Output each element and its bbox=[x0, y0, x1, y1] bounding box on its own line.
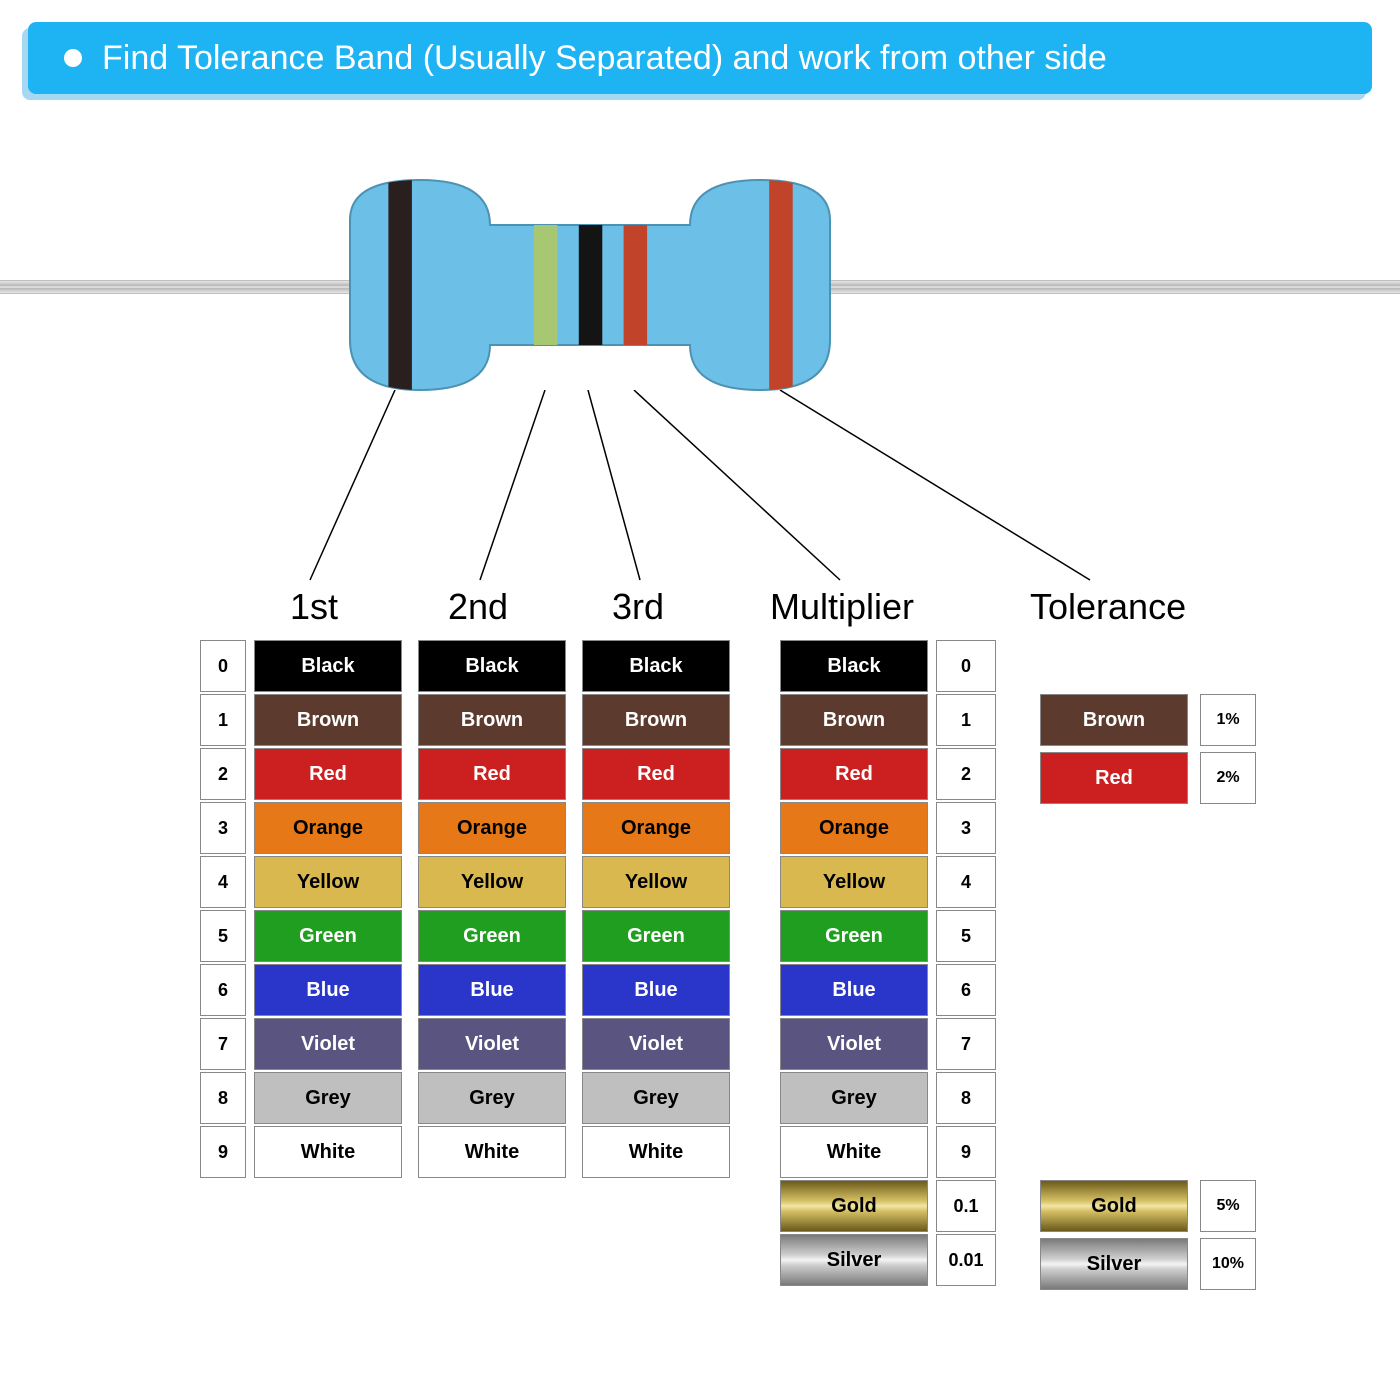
color-cell: Black bbox=[582, 640, 730, 692]
col-header-tolerance: Tolerance bbox=[1030, 586, 1186, 628]
tolerance-color-cell: Brown bbox=[1040, 694, 1188, 746]
mult-value-cell: 8 bbox=[936, 1072, 996, 1124]
col-header-3rd: 3rd bbox=[612, 586, 664, 628]
color-cell: Violet bbox=[254, 1018, 402, 1070]
digit-number-column: 0123456789 bbox=[200, 640, 246, 1180]
mult-value-cell: 3 bbox=[936, 802, 996, 854]
color-cell: Brown bbox=[582, 694, 730, 746]
color-cell: Green bbox=[254, 910, 402, 962]
color-cell: Yellow bbox=[418, 856, 566, 908]
tolerance-bottom-colors: Gold Silver bbox=[1040, 1180, 1188, 1296]
color-cell: Red bbox=[418, 748, 566, 800]
mult-value-cell: 5 bbox=[936, 910, 996, 962]
color-cell: Blue bbox=[582, 964, 730, 1016]
tolerance-value-cell: 5% bbox=[1200, 1180, 1256, 1232]
tolerance-color-cell: Red bbox=[1040, 752, 1188, 804]
color-cell: Orange bbox=[418, 802, 566, 854]
color-cell: Brown bbox=[418, 694, 566, 746]
digit-cell: 6 bbox=[200, 964, 246, 1016]
color-cell: Black bbox=[254, 640, 402, 692]
mult-value-cell: 6 bbox=[936, 964, 996, 1016]
digit-cell: 8 bbox=[200, 1072, 246, 1124]
mult-value-cell: 0.1 bbox=[936, 1180, 996, 1232]
digit-cell: 0 bbox=[200, 640, 246, 692]
resistor-band3 bbox=[579, 170, 603, 400]
color-cell: Red bbox=[582, 748, 730, 800]
digit-color-column-3: BlackBrownRedOrangeYellowGreenBlueViolet… bbox=[582, 640, 730, 1180]
digit-cell: 7 bbox=[200, 1018, 246, 1070]
color-cell: Green bbox=[582, 910, 730, 962]
color-cell: Violet bbox=[780, 1018, 928, 1070]
col-header-2nd: 2nd bbox=[448, 586, 508, 628]
mult-value-cell: 9 bbox=[936, 1126, 996, 1178]
color-cell: Brown bbox=[254, 694, 402, 746]
color-cell-silver: Silver bbox=[780, 1234, 928, 1286]
color-cell: Yellow bbox=[254, 856, 402, 908]
mult-value-cell: 0.01 bbox=[936, 1234, 996, 1286]
color-cell: White bbox=[418, 1126, 566, 1178]
mult-value-cell: 4 bbox=[936, 856, 996, 908]
resistor-band1 bbox=[388, 170, 412, 400]
color-cell: Blue bbox=[254, 964, 402, 1016]
color-cell: Red bbox=[780, 748, 928, 800]
digit-cell: 5 bbox=[200, 910, 246, 962]
mult-value-cell: 7 bbox=[936, 1018, 996, 1070]
color-cell: Orange bbox=[582, 802, 730, 854]
color-cell: Violet bbox=[418, 1018, 566, 1070]
color-cell: Yellow bbox=[582, 856, 730, 908]
digit-cell: 2 bbox=[200, 748, 246, 800]
tolerance-top-colors: Brown Red bbox=[1040, 694, 1188, 810]
color-cell: Orange bbox=[780, 802, 928, 854]
resistor-illustration bbox=[310, 170, 870, 400]
color-cell: Grey bbox=[254, 1072, 402, 1124]
tolerance-value-cell: 2% bbox=[1200, 752, 1256, 804]
tolerance-value-cell: 10% bbox=[1200, 1238, 1256, 1290]
resistor-band4 bbox=[624, 170, 648, 400]
digit-color-column-1: BlackBrownRedOrangeYellowGreenBlueViolet… bbox=[254, 640, 402, 1180]
multiplier-color-column: BlackBrownRedOrangeYellowGreenBlueViolet… bbox=[780, 640, 928, 1288]
color-cell: Brown bbox=[780, 694, 928, 746]
color-cell: Red bbox=[254, 748, 402, 800]
color-cell-gold: Gold bbox=[780, 1180, 928, 1232]
digit-cell: 4 bbox=[200, 856, 246, 908]
resistor-band5 bbox=[769, 170, 793, 400]
tolerance-bottom-values: 5%10% bbox=[1200, 1180, 1256, 1296]
color-cell: Black bbox=[418, 640, 566, 692]
color-cell: Green bbox=[780, 910, 928, 962]
color-cell: Yellow bbox=[780, 856, 928, 908]
digit-color-column-2: BlackBrownRedOrangeYellowGreenBlueViolet… bbox=[418, 640, 566, 1180]
color-cell: Orange bbox=[254, 802, 402, 854]
color-cell: Green bbox=[418, 910, 566, 962]
header-banner: Find Tolerance Band (Usually Separated) … bbox=[28, 22, 1372, 94]
col-header-multiplier: Multiplier bbox=[770, 586, 914, 628]
mult-value-cell: 1 bbox=[936, 694, 996, 746]
digit-cell: 3 bbox=[200, 802, 246, 854]
color-cell: Violet bbox=[582, 1018, 730, 1070]
color-cell: Grey bbox=[780, 1072, 928, 1124]
color-cell: Black bbox=[780, 640, 928, 692]
tolerance-value-cell: 1% bbox=[1200, 694, 1256, 746]
pointer-lines bbox=[0, 390, 1400, 590]
tolerance-top-values: 1%2% bbox=[1200, 694, 1256, 810]
tolerance-color-cell-gold: Gold bbox=[1040, 1180, 1188, 1232]
color-cell: White bbox=[254, 1126, 402, 1178]
header-bullet bbox=[64, 49, 82, 67]
color-cell: White bbox=[582, 1126, 730, 1178]
resistor-band2 bbox=[534, 170, 558, 400]
color-cell: White bbox=[780, 1126, 928, 1178]
color-cell: Blue bbox=[780, 964, 928, 1016]
multiplier-number-column: 01234567890.10.01 bbox=[936, 640, 996, 1288]
header-text: Find Tolerance Band (Usually Separated) … bbox=[102, 39, 1107, 78]
mult-value-cell: 0 bbox=[936, 640, 996, 692]
color-cell: Grey bbox=[418, 1072, 566, 1124]
digit-cell: 9 bbox=[200, 1126, 246, 1178]
mult-value-cell: 2 bbox=[936, 748, 996, 800]
digit-cell: 1 bbox=[200, 694, 246, 746]
color-cell: Blue bbox=[418, 964, 566, 1016]
tolerance-color-cell-silver: Silver bbox=[1040, 1238, 1188, 1290]
col-header-1st: 1st bbox=[290, 586, 338, 628]
color-cell: Grey bbox=[582, 1072, 730, 1124]
